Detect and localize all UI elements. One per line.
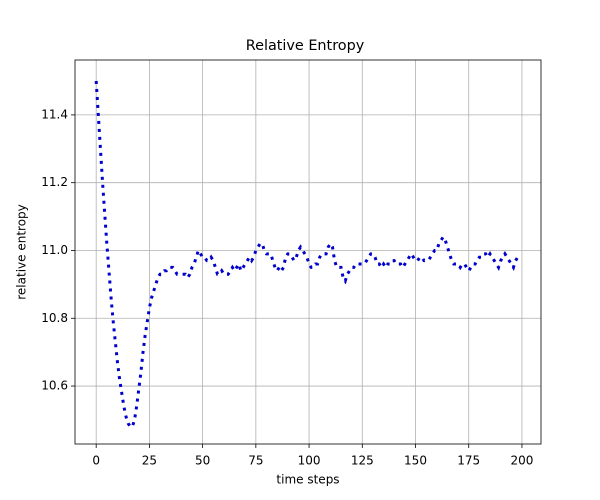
chart-title: Relative Entropy [246,38,365,54]
x-axis-label: time steps [276,473,339,487]
y-axis-label: relative entropy [15,204,29,300]
y-tick-label: 11.4 [41,107,68,121]
x-tick-label: 125 [351,454,374,468]
plot-frame [74,59,542,445]
x-tick-label: 150 [404,454,427,468]
y-tick-label: 10.8 [41,311,68,325]
y-tick-label: 10.6 [41,379,68,393]
data-line [94,80,522,429]
x-tick-label: 0 [92,454,100,468]
x-tick-label: 175 [457,454,480,468]
y-tick-label: 11.0 [41,243,68,257]
x-tick-label: 200 [510,454,533,468]
x-tick-label: 75 [248,454,263,468]
y-tick-label: 11.2 [41,175,68,189]
x-tick-label: 50 [195,454,210,468]
x-tick-label: 25 [142,454,157,468]
x-tick-label: 100 [298,454,321,468]
